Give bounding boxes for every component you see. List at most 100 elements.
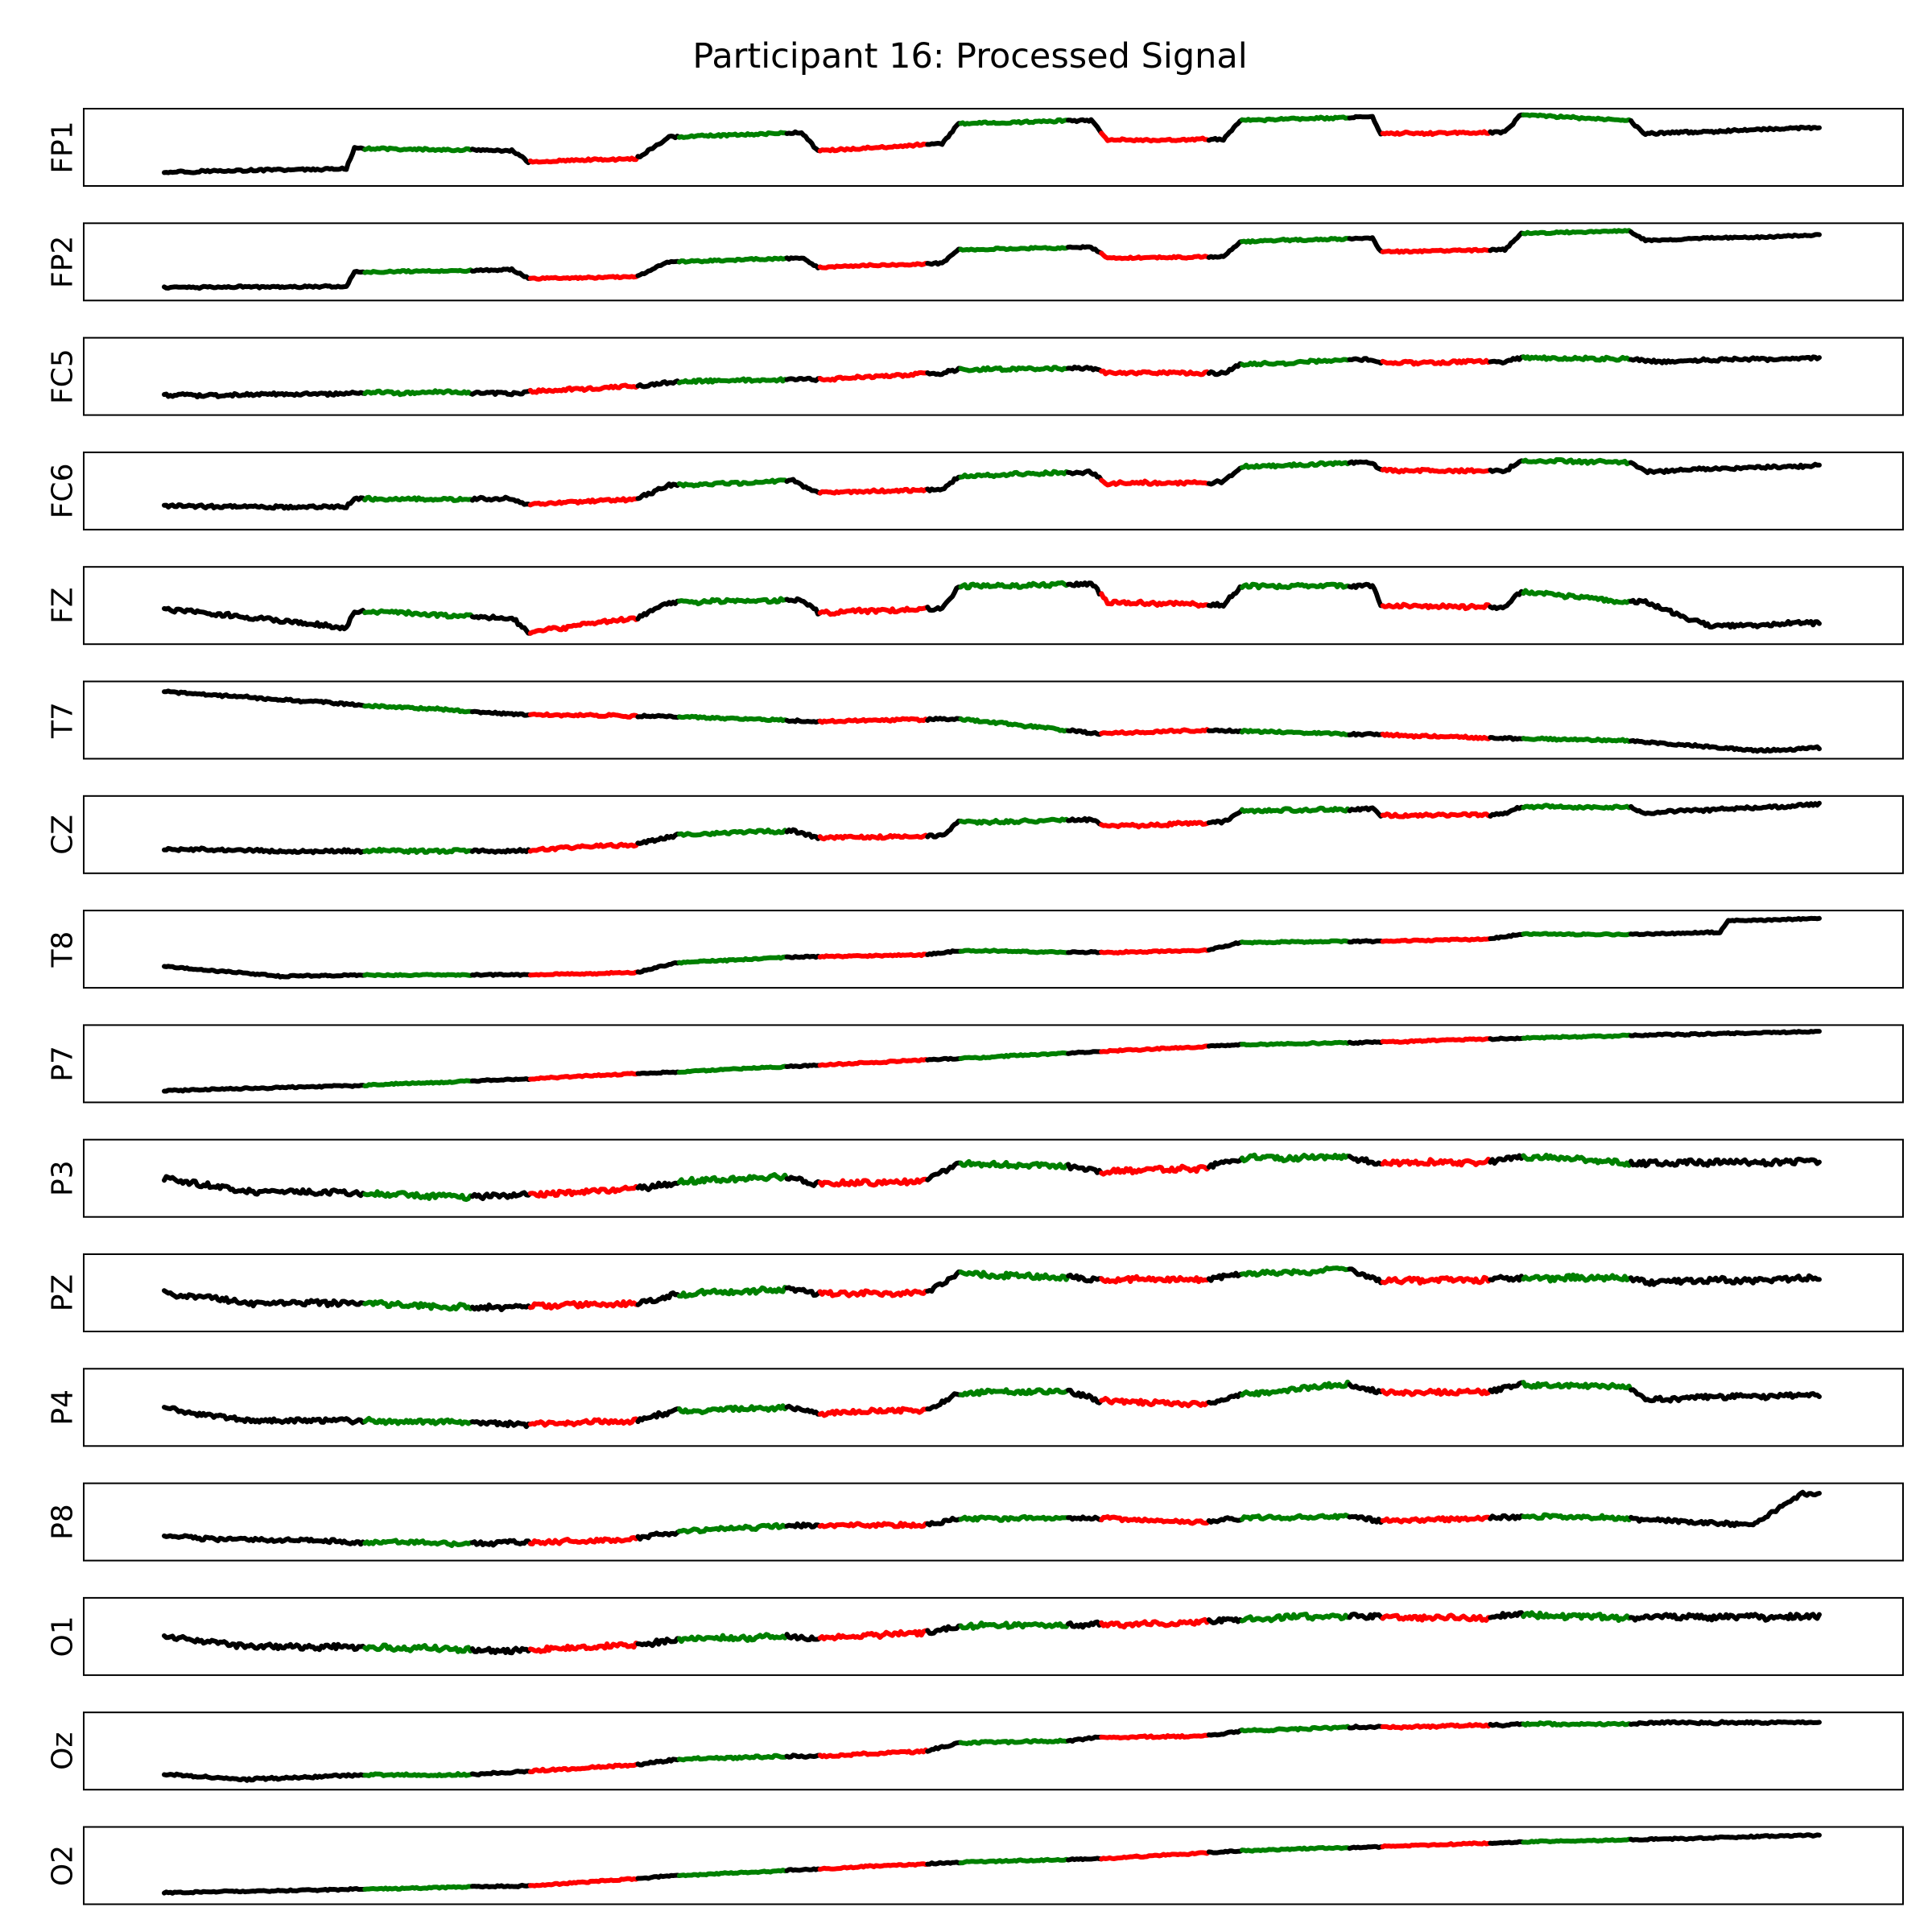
trace-segment-condition-b <box>1380 1274 1493 1286</box>
trace-segment-condition-a <box>1521 803 1634 811</box>
trace-segment-rest <box>162 1083 368 1094</box>
trace-segment-condition-b <box>1099 947 1212 956</box>
trace-segment-rest <box>1629 915 1822 938</box>
trace-segment-condition-a <box>1240 581 1352 591</box>
channel-label: P8 <box>47 1504 80 1540</box>
trace-segment-rest <box>162 1405 368 1426</box>
trace-segment-rest <box>1066 1272 1104 1284</box>
channel-label: P3 <box>47 1160 80 1196</box>
trace-segment-rest <box>469 847 533 855</box>
trace-segment-condition-a <box>1521 456 1634 467</box>
trace-segment-condition-b <box>1380 1612 1493 1623</box>
trace-segment-condition-a <box>676 1868 790 1879</box>
channel-panel-fp2: FP2 <box>47 222 1904 302</box>
channel-label: O1 <box>47 1616 80 1657</box>
trace-segment-rest <box>784 477 823 496</box>
trace-segment-rest <box>469 1190 533 1202</box>
trace-segment-rest <box>1629 1156 1822 1169</box>
trace-segment-rest <box>925 716 964 723</box>
trace-segment-rest <box>1347 1266 1385 1286</box>
trace-segment-rest <box>1206 939 1245 953</box>
trace-segment-rest <box>925 818 964 840</box>
trace-segment-rest <box>162 1288 368 1309</box>
trace-segment-rest <box>635 1069 682 1076</box>
trace-segment-condition-a <box>958 1737 1071 1747</box>
trace-segment-condition-b <box>1380 811 1493 819</box>
trace-segment-condition-b <box>527 1184 641 1199</box>
trace-segment-rest <box>469 1645 533 1656</box>
trace-segment-condition-b <box>1099 591 1212 609</box>
trace-segment-condition-a <box>1240 938 1352 946</box>
trace-segment-condition-a <box>676 1172 790 1186</box>
panel-frame <box>83 451 1904 530</box>
trace-segment-rest <box>784 1062 823 1070</box>
trace-segment-rest <box>925 365 964 378</box>
trace-segment-rest <box>1206 1515 1245 1525</box>
trace-segment-rest <box>1066 949 1104 956</box>
trace-segment-condition-a <box>1240 1039 1352 1048</box>
trace-segment-condition-a <box>1521 931 1634 938</box>
channel-panel-fp1: FP1 <box>47 108 1904 187</box>
trace-segment-condition-b <box>817 605 931 617</box>
trace-segment-rest <box>635 481 682 502</box>
trace-segment-condition-a <box>958 1158 1071 1170</box>
trace-segment-condition-b <box>817 952 931 960</box>
trace-segment-condition-b <box>1099 1274 1212 1285</box>
trace-segment-rest <box>162 688 368 709</box>
channel-panels: FP1 FP2 FC5 FC6 FZ T7 CZ T8 P7 P3 PZ P4 P8 O1 Oz O2 <box>47 108 1904 1905</box>
trace-segment-rest <box>925 246 964 267</box>
trace-segment-rest <box>1066 469 1104 483</box>
trace-segment-rest <box>1066 244 1104 256</box>
channel-label: P7 <box>47 1046 80 1082</box>
trace-segment-rest <box>469 708 533 718</box>
trace-segment-condition-a <box>1240 1513 1352 1522</box>
trace-segment-rest <box>1206 1391 1245 1406</box>
trace-segment-rest <box>469 613 533 636</box>
trace-segment-condition-a <box>1240 1845 1352 1854</box>
trace-segment-condition-a <box>676 596 790 607</box>
trace-segment-condition-a <box>1240 460 1352 470</box>
trace-segment-condition-b <box>1380 1840 1493 1850</box>
trace-segment-rest <box>1488 1274 1526 1283</box>
trace-segment-condition-b <box>1380 731 1493 741</box>
channel-panel-fz: FZ <box>47 566 1904 646</box>
channel-label: FC5 <box>47 349 80 404</box>
trace-segment-condition-b <box>1099 727 1212 737</box>
trace-segment-condition-a <box>1240 1265 1352 1278</box>
trace-segment-condition-b <box>1099 250 1212 262</box>
trace-segment-rest <box>469 1538 533 1548</box>
trace-segment-condition-a <box>676 828 790 838</box>
trace-segment-condition-b <box>1099 1163 1212 1177</box>
trace-segment-rest <box>1066 1162 1104 1176</box>
trace-segment-rest <box>1488 354 1526 366</box>
trace-segment-condition-b <box>527 615 641 636</box>
trace-segment-rest <box>784 1174 823 1188</box>
trace-segment-rest <box>1488 804 1526 819</box>
trace-segment-condition-a <box>362 608 475 620</box>
trace-segment-rest <box>162 1886 368 1896</box>
channel-label: Oz <box>47 1732 80 1770</box>
trace-segment-condition-a <box>1521 1512 1634 1523</box>
trace-segment-condition-b <box>817 486 931 496</box>
trace-segment-rest <box>162 1174 368 1199</box>
panel-frame <box>83 1368 1904 1447</box>
trace-segment-rest <box>1347 731 1385 738</box>
trace-segment-condition-a <box>1240 805 1352 815</box>
channel-label: FP1 <box>47 121 80 173</box>
trace-segment-rest <box>925 1516 964 1528</box>
trace-segment-rest <box>1488 1153 1526 1166</box>
trace-segment-condition-b <box>527 496 641 508</box>
trace-segment-rest <box>469 494 533 508</box>
trace-segment-rest <box>162 1633 368 1653</box>
trace-segment-rest <box>1066 1387 1104 1406</box>
trace-segment-condition-b <box>1380 246 1493 255</box>
trace-segment-condition-a <box>1521 1836 1634 1845</box>
trace-segment-condition-a <box>676 1521 790 1535</box>
trace-segment-rest <box>635 134 682 159</box>
trace-segment-condition-a <box>362 494 475 503</box>
trace-segment-rest <box>925 1269 964 1294</box>
trace-segment-rest <box>1066 1856 1104 1863</box>
trace-segment-rest <box>469 387 533 398</box>
trace-segment-condition-b <box>527 1761 641 1774</box>
trace-segment-condition-b <box>817 141 931 154</box>
